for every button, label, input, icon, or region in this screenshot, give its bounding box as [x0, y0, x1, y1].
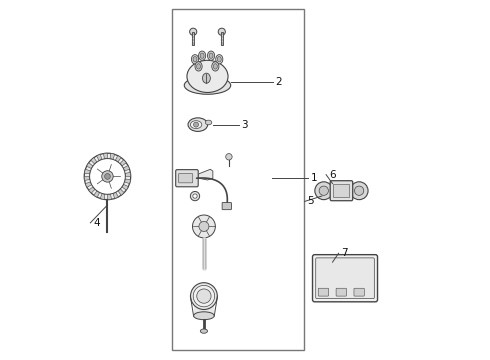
Ellipse shape	[192, 55, 198, 64]
Ellipse shape	[216, 55, 223, 64]
Bar	[194, 296, 214, 316]
FancyBboxPatch shape	[336, 288, 346, 296]
Ellipse shape	[212, 62, 219, 71]
Circle shape	[190, 28, 197, 35]
Bar	[220, 32, 223, 45]
Ellipse shape	[196, 64, 200, 69]
FancyBboxPatch shape	[316, 258, 374, 298]
Wedge shape	[87, 163, 93, 168]
Ellipse shape	[200, 53, 204, 58]
Bar	[192, 32, 194, 45]
Wedge shape	[85, 182, 92, 187]
Circle shape	[315, 182, 333, 200]
Ellipse shape	[202, 73, 210, 83]
Circle shape	[226, 154, 232, 160]
Wedge shape	[115, 156, 121, 162]
Circle shape	[199, 221, 209, 231]
Wedge shape	[122, 184, 128, 190]
FancyBboxPatch shape	[178, 174, 193, 183]
Circle shape	[194, 122, 198, 127]
Circle shape	[350, 182, 368, 200]
Circle shape	[218, 28, 225, 35]
Wedge shape	[100, 193, 105, 199]
FancyBboxPatch shape	[318, 288, 329, 296]
Ellipse shape	[193, 57, 197, 62]
Ellipse shape	[187, 60, 228, 93]
Bar	[333, 184, 349, 197]
Text: 3: 3	[242, 120, 248, 130]
Ellipse shape	[218, 57, 221, 62]
Wedge shape	[110, 153, 115, 159]
Polygon shape	[198, 169, 213, 180]
Circle shape	[193, 215, 215, 238]
Circle shape	[319, 186, 328, 195]
Ellipse shape	[198, 51, 206, 60]
Bar	[172, 9, 304, 350]
Ellipse shape	[195, 62, 202, 71]
Ellipse shape	[205, 120, 212, 125]
Ellipse shape	[209, 53, 213, 58]
Text: 4: 4	[93, 218, 100, 228]
Wedge shape	[124, 179, 130, 184]
Circle shape	[104, 174, 110, 179]
Ellipse shape	[184, 76, 231, 94]
Wedge shape	[107, 194, 111, 200]
Wedge shape	[97, 154, 102, 161]
Wedge shape	[91, 158, 97, 164]
Ellipse shape	[190, 121, 202, 129]
FancyBboxPatch shape	[354, 288, 364, 296]
Text: 6: 6	[329, 170, 336, 180]
Wedge shape	[84, 176, 90, 180]
Text: 1: 1	[311, 173, 318, 183]
Circle shape	[102, 171, 113, 182]
FancyBboxPatch shape	[176, 170, 198, 187]
Text: 7: 7	[342, 248, 348, 258]
Ellipse shape	[200, 329, 207, 333]
Ellipse shape	[213, 64, 218, 69]
Circle shape	[190, 192, 199, 201]
Ellipse shape	[188, 118, 208, 131]
FancyBboxPatch shape	[313, 255, 377, 302]
Wedge shape	[89, 187, 95, 193]
Wedge shape	[125, 172, 131, 176]
Text: 2: 2	[275, 77, 282, 87]
FancyBboxPatch shape	[222, 203, 231, 210]
Ellipse shape	[191, 283, 218, 310]
Ellipse shape	[193, 285, 215, 307]
Wedge shape	[84, 169, 91, 174]
Ellipse shape	[197, 289, 211, 303]
FancyBboxPatch shape	[330, 181, 353, 201]
Text: 5: 5	[308, 197, 314, 206]
Wedge shape	[123, 166, 129, 171]
Circle shape	[84, 153, 131, 200]
Wedge shape	[103, 153, 107, 159]
Circle shape	[354, 186, 364, 195]
Circle shape	[193, 194, 197, 198]
Ellipse shape	[207, 51, 215, 60]
Wedge shape	[120, 160, 126, 166]
Wedge shape	[113, 192, 118, 198]
Ellipse shape	[194, 312, 214, 320]
Wedge shape	[118, 189, 124, 195]
Circle shape	[90, 158, 125, 194]
Wedge shape	[94, 191, 99, 197]
